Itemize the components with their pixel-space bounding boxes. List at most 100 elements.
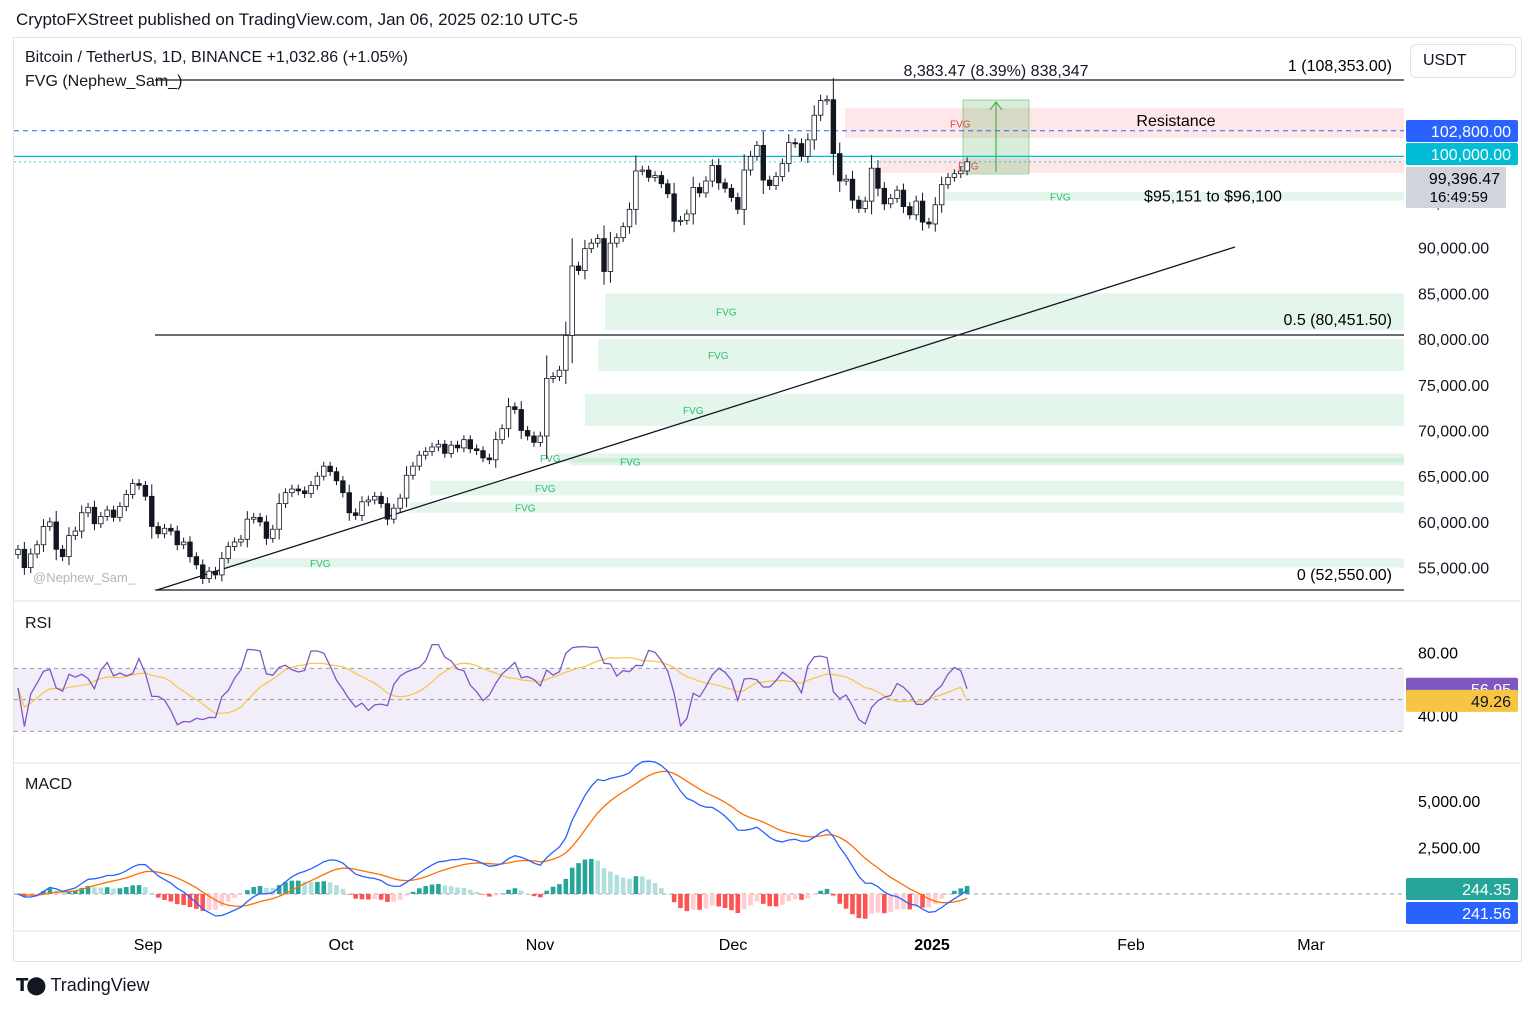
candle-body <box>104 509 110 517</box>
macd-hist-bar <box>576 863 581 894</box>
candle-body <box>588 242 594 250</box>
macd-hist-bar <box>869 894 874 914</box>
macd-hist-bar <box>111 888 116 894</box>
candle-body <box>537 435 544 443</box>
candle-body <box>499 428 505 441</box>
macd-pane-title[interactable]: MACD <box>25 776 73 793</box>
candle-body <box>391 507 397 520</box>
countdown-badge: 16:49:59 <box>1430 189 1488 206</box>
macd-hist-bar <box>882 894 887 914</box>
candle-body <box>938 184 945 206</box>
macd-hist-bar <box>856 894 862 919</box>
fvg-label: FVG <box>620 458 641 469</box>
fvg-label: FVG <box>1050 192 1071 203</box>
macd-hist-bar <box>875 894 881 913</box>
macd-hist-bar <box>754 894 760 902</box>
macd-hist-bar <box>73 891 78 894</box>
macd-hist-bar <box>283 882 288 894</box>
macd-hist-bar <box>582 859 588 894</box>
macd-hist-bar <box>659 888 664 894</box>
macd-hist-bar <box>85 885 91 894</box>
macd-hist-bar <box>907 894 913 910</box>
macd-hist-bar <box>346 894 352 895</box>
macd-hist-bar <box>251 887 256 894</box>
candle-body <box>397 497 403 509</box>
candle-body <box>792 142 798 145</box>
macd-hist-bar <box>47 888 53 894</box>
fib-05-label: 0.5 (80,451.50) <box>1283 312 1392 329</box>
macd-hist-bar <box>748 894 753 906</box>
footer-brand[interactable]: T⬤ TradingView <box>16 975 150 996</box>
candle-body <box>875 167 881 189</box>
candle-body <box>524 430 531 437</box>
candle-body <box>40 526 47 546</box>
macd-hist-bar <box>786 894 792 902</box>
fib-1-label: 1 (108,353.00) <box>1288 58 1392 75</box>
macd-hist-bar <box>168 894 174 902</box>
measure-label: 8,383.47 (8.39%) 838,347 <box>903 63 1088 80</box>
candle-body <box>168 527 174 532</box>
candle-body <box>346 492 352 514</box>
price-axis-tick: 85,000.00 <box>1418 286 1489 303</box>
macd-tick: 2,500.00 <box>1418 841 1480 858</box>
fvg-zone <box>585 393 1404 426</box>
macd-hist-bar <box>123 887 129 894</box>
price-axis-tick: 75,000.00 <box>1418 378 1489 395</box>
candle-body <box>142 484 149 497</box>
time-axis-label: Feb <box>1117 937 1145 954</box>
candle-body <box>454 444 461 449</box>
fvg-label: FVG <box>708 351 729 362</box>
macd-hist-bar <box>627 878 632 894</box>
time-axis-label: Nov <box>526 937 554 954</box>
macd-hist-bar <box>945 894 951 895</box>
candle-body <box>422 451 429 456</box>
macd-hist-bar <box>391 894 397 902</box>
candle-body <box>556 369 563 377</box>
candle-body <box>21 548 28 569</box>
candle-body <box>671 193 677 222</box>
tradingview-logo-icon: T⬤ <box>16 975 46 996</box>
fvg-label: FVG <box>683 406 704 417</box>
time-axis-label: Sep <box>134 937 163 954</box>
macd-hist-bar <box>557 884 562 894</box>
macd-hist-bar <box>92 887 97 894</box>
candle-body <box>728 187 735 198</box>
candle-body <box>187 541 193 558</box>
candle-body <box>72 530 79 537</box>
symbol-legend[interactable]: Bitcoin / TetherUS, 1D, BINANCE +1,032.8… <box>25 49 409 66</box>
candle-body <box>773 176 779 186</box>
macd-hist-bar <box>385 894 390 902</box>
candle-body <box>544 378 550 437</box>
candle-body <box>352 512 359 516</box>
time-axis-label: Mar <box>1297 937 1325 954</box>
rsi-pane-title[interactable]: RSI <box>25 615 52 632</box>
candle-body <box>716 165 722 184</box>
rsi-tick: 40.00 <box>1418 709 1458 726</box>
candle-body <box>289 488 295 494</box>
candle-body <box>212 570 219 576</box>
last-price-badge: 99,396.47 <box>1429 171 1500 188</box>
candle-body <box>155 526 161 535</box>
currency-button[interactable]: USDT <box>1410 44 1516 78</box>
macd-hist-bar <box>538 894 543 898</box>
time-axis-label: 2025 <box>914 937 950 954</box>
macd-hist-bar <box>327 882 333 894</box>
candle-body <box>321 465 327 477</box>
round-level-price-badge: 100,000.00 <box>1431 147 1511 164</box>
macd-hist-bar <box>678 894 683 908</box>
candle-body <box>684 213 690 221</box>
macd-hist-bar <box>818 890 823 894</box>
macd-hist-bar <box>143 887 148 894</box>
watermark: @Nephew_Sam_ <box>33 570 136 585</box>
candle-body <box>837 153 843 182</box>
signal-value-badge-bg <box>1406 902 1518 924</box>
indicator-legend[interactable]: FVG (Nephew_Sam_) <box>25 73 183 90</box>
macd-signal-line <box>17 770 968 907</box>
macd-hist-bar <box>493 894 499 896</box>
rsi-ma-value-badge: 49.26 <box>1471 694 1511 711</box>
candle-body <box>601 238 607 272</box>
macd-hist-bar <box>104 887 110 894</box>
resistance-label: Resistance <box>1136 113 1215 130</box>
candle-body <box>696 187 703 194</box>
